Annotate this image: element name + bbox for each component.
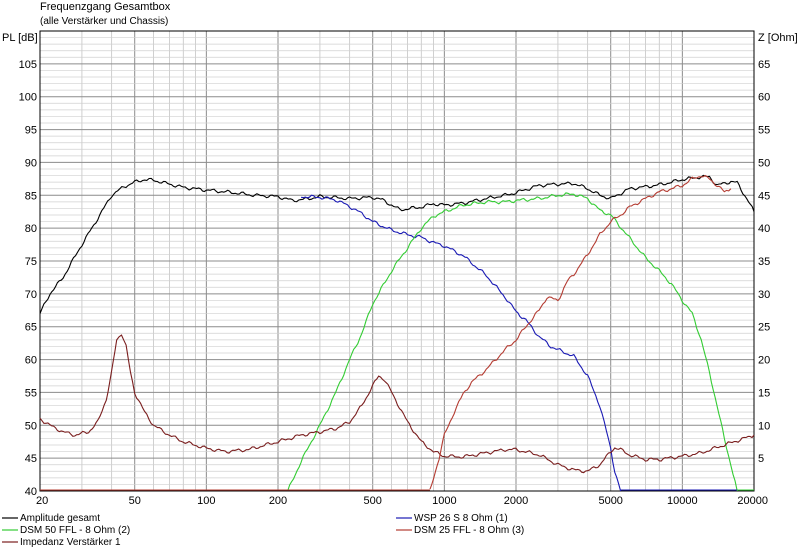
y-left-tick-label: 50 (25, 420, 37, 432)
series-line-4 (39, 334, 755, 474)
grid-lines (40, 31, 754, 491)
y-left-tick-label: 55 (25, 387, 37, 399)
y-left-tick-label: 100 (19, 92, 37, 104)
y-left-tick-label: 75 (25, 256, 37, 268)
y-right-tick-label: 30 (758, 289, 770, 301)
chart-title: Frequenzgang Gesamtbox (40, 1, 171, 13)
x-tick-label: 2000 (504, 495, 528, 507)
y-right-tick-label: 25 (758, 322, 770, 334)
y-left-tick-label: 90 (25, 157, 37, 169)
y-right-tick-label: 50 (758, 157, 770, 169)
series-line-5 (429, 174, 732, 490)
legend-entry: DSM 50 FFL - 8 Ohm (2) (20, 525, 130, 536)
y-left-tick-label: 80 (25, 223, 37, 235)
y-left-tick-label: 60 (25, 355, 37, 367)
series-line-3 (287, 192, 738, 492)
chart-subtitle: (alle Verstärker und Chassis) (40, 16, 168, 27)
x-tick-label: 1000 (432, 495, 456, 507)
y-right-tick-label: 10 (758, 420, 770, 432)
y-left-axis-label: PL [dB] (2, 32, 38, 44)
y-right-tick-label: 15 (758, 387, 770, 399)
x-tick-label: 10000 (667, 495, 698, 507)
x-axis-ticks: 20 50 100 200 500 1000 2000 5000 10000 20000 (36, 495, 768, 507)
legend-entry: Amplitude gesamt (20, 513, 100, 524)
legend-entry: WSP 26 S 8 Ohm (1) (414, 513, 508, 524)
y-left-tick-label: 105 (19, 59, 37, 71)
y-left-tick-label: 85 (25, 190, 37, 202)
y-right-axis-ticks: 5 10 15 20 25 30 35 40 45 50 55 60 65 (758, 59, 770, 465)
y-left-tick-label: 70 (25, 289, 37, 301)
series-line-1 (39, 174, 755, 314)
series-lines (39, 174, 755, 492)
y-left-tick-label: 40 (25, 486, 37, 498)
x-tick-label: 500 (364, 495, 382, 507)
y-right-axis-label: Z [Ohm] (758, 32, 798, 44)
legend-entry: Impedanz Verstärker 1 (20, 537, 121, 548)
y-right-tick-label: 55 (758, 125, 770, 137)
y-left-tick-label: 65 (25, 322, 37, 334)
plot-area-frame (39, 30, 755, 492)
x-tick-label: 100 (197, 495, 215, 507)
y-right-tick-label: 40 (758, 223, 770, 235)
y-right-tick-label: 65 (758, 59, 770, 71)
x-tick-label: 20 (36, 495, 48, 507)
y-left-tick-label: 45 (25, 453, 37, 465)
x-tick-label: 20000 (737, 495, 768, 507)
y-right-tick-label: 20 (758, 355, 770, 367)
y-right-tick-label: 45 (758, 190, 770, 202)
legend-entry: DSM 25 FFL - 8 Ohm (3) (414, 525, 524, 536)
y-right-tick-label: 5 (758, 453, 764, 465)
y-right-tick-label: 35 (758, 256, 770, 268)
y-right-tick-label: 60 (758, 92, 770, 104)
series-line-2 (301, 194, 622, 492)
x-tick-label: 200 (269, 495, 287, 507)
x-tick-label: 50 (129, 495, 141, 507)
x-tick-label: 5000 (598, 495, 622, 507)
y-left-tick-label: 95 (25, 125, 37, 137)
y-left-axis-ticks: 40 45 50 55 60 65 70 75 80 85 90 95 100 105 (19, 59, 37, 498)
legend: Amplitude gesamt WSP 26 S 8 Ohm (1) DSM 50… (2, 513, 524, 548)
